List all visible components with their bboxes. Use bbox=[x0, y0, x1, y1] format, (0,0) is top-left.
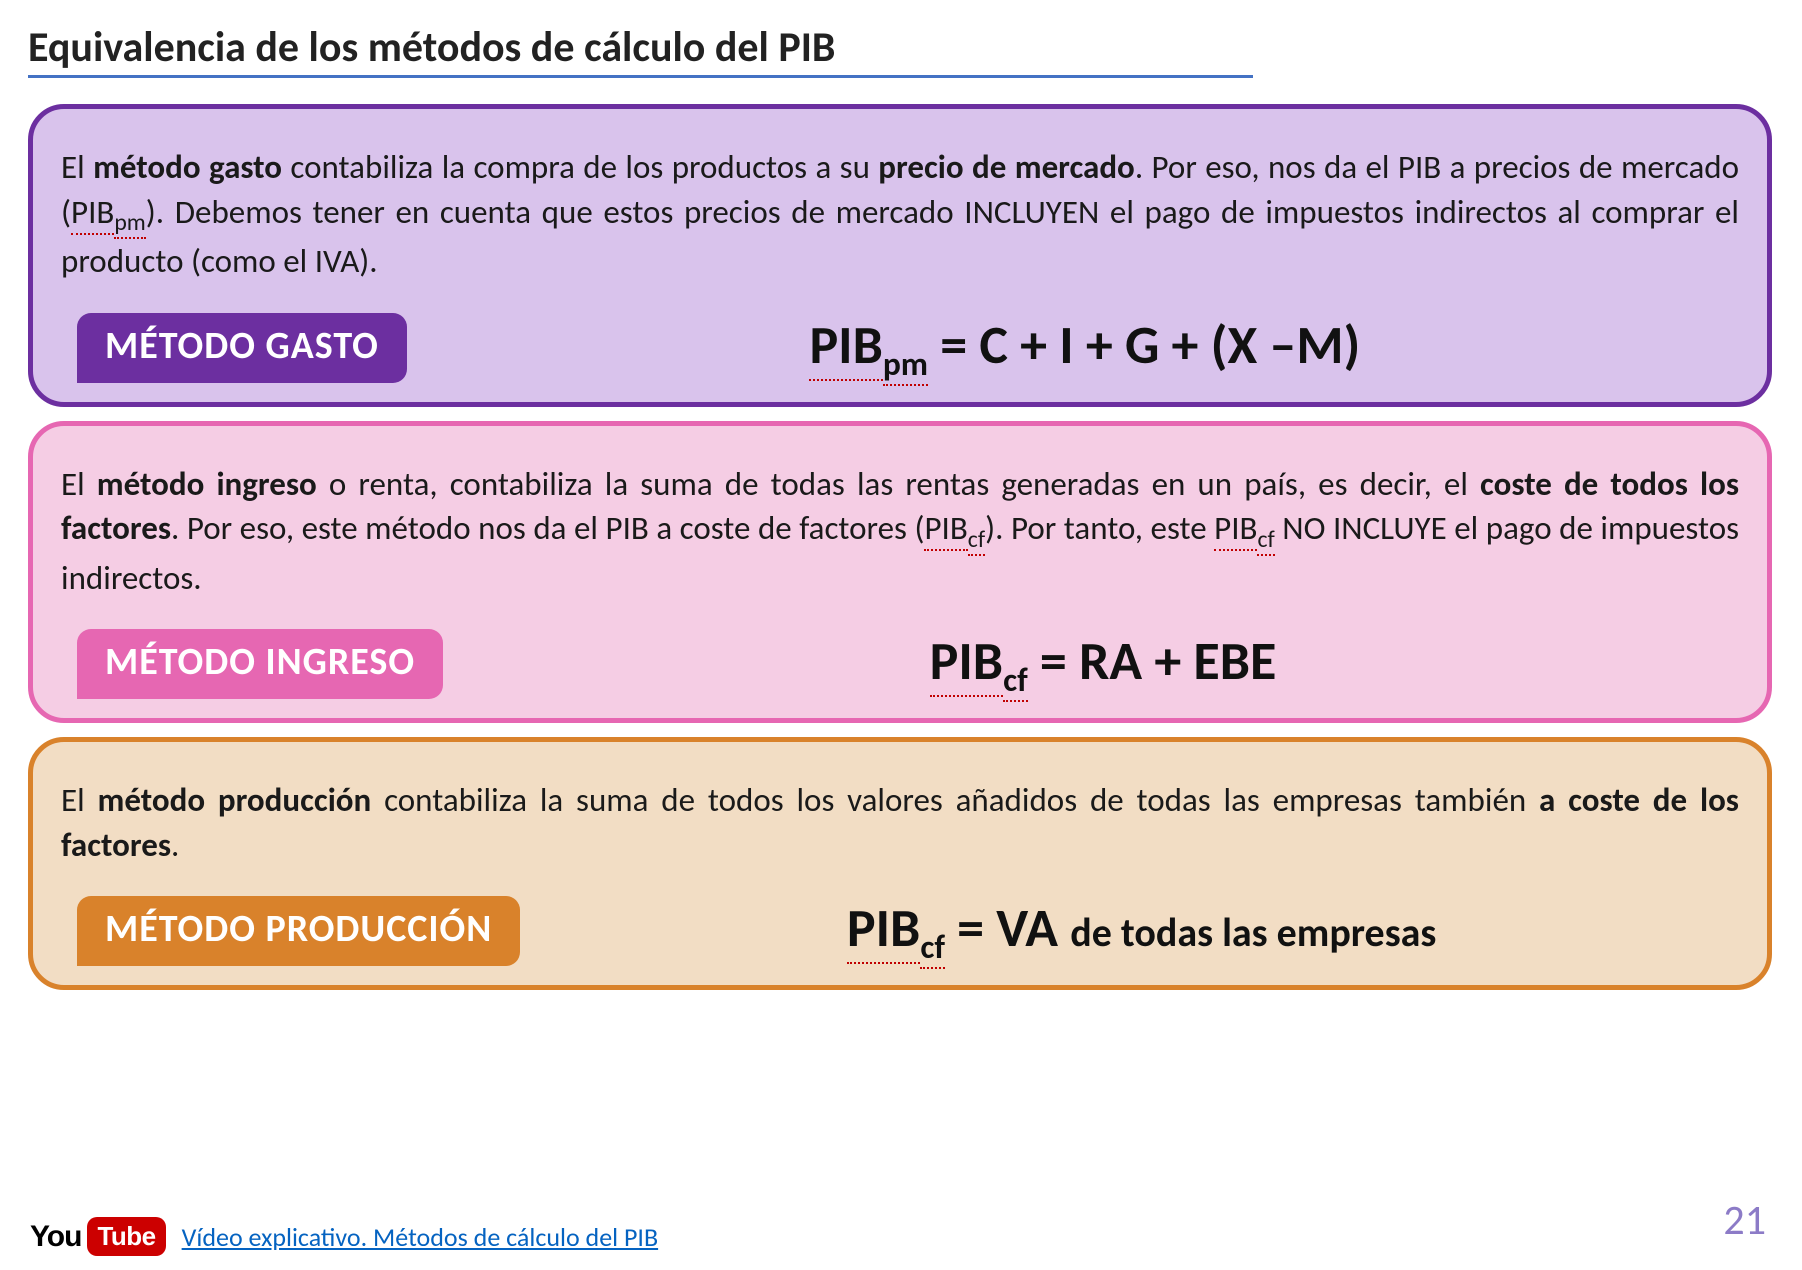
method-row: MÉTODO GASTO PIBpm = C + I + G + (X –M) bbox=[61, 312, 1739, 384]
video-link[interactable]: Vídeo explicativo. Métodos de cálculo de… bbox=[182, 1221, 659, 1253]
method-formula: PIBcf = VA de todas las empresas bbox=[544, 895, 1739, 967]
method-formula: PIBcf = RA + EBE bbox=[467, 628, 1739, 700]
method-row: MÉTODO PRODUCCIÓN PIBcf = VA de todas las… bbox=[61, 895, 1739, 967]
method-box-produccion: El método producción contabiliza la suma… bbox=[28, 737, 1772, 990]
method-box-ingreso: El método ingreso o renta, contabiliza l… bbox=[28, 421, 1772, 724]
method-description: El método ingreso o renta, contabiliza l… bbox=[61, 462, 1739, 601]
slide: Equivalencia de los métodos de cálculo d… bbox=[0, 0, 1802, 1270]
method-description: El método producción contabiliza la suma… bbox=[61, 778, 1739, 867]
method-description: El método gasto contabiliza la compra de… bbox=[61, 145, 1739, 284]
method-label-pill: MÉTODO INGRESO bbox=[77, 629, 443, 699]
footer: You Tube Vídeo explicativo. Métodos de c… bbox=[30, 1217, 658, 1256]
page-number: 21 bbox=[1723, 1195, 1766, 1246]
youtube-tube: Tube bbox=[87, 1217, 165, 1256]
method-label-pill: MÉTODO PRODUCCIÓN bbox=[77, 896, 520, 966]
method-box-gasto: El método gasto contabiliza la compra de… bbox=[28, 104, 1772, 407]
page-title: Equivalencia de los métodos de cálculo d… bbox=[28, 22, 1253, 78]
method-row: MÉTODO INGRESO PIBcf = RA + EBE bbox=[61, 628, 1739, 700]
method-label-pill: MÉTODO GASTO bbox=[77, 313, 407, 383]
methods-container: El método gasto contabiliza la compra de… bbox=[28, 104, 1772, 990]
youtube-icon: You Tube bbox=[30, 1217, 166, 1256]
youtube-you: You bbox=[30, 1220, 81, 1254]
method-formula: PIBpm = C + I + G + (X –M) bbox=[431, 312, 1739, 384]
